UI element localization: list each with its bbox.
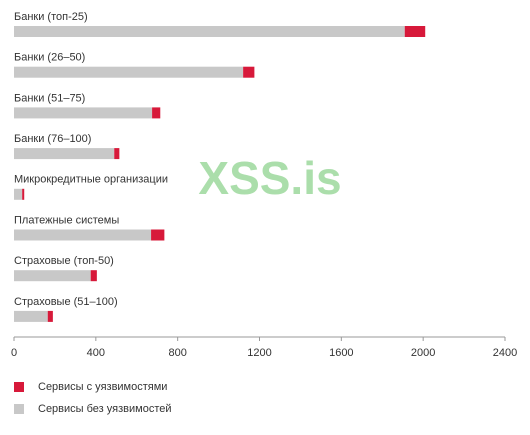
- x-tick-label: 2400: [493, 347, 517, 359]
- bar-segment: [14, 270, 91, 282]
- x-tick-label: 1600: [329, 347, 353, 359]
- category-label: Банки (76–100): [14, 133, 91, 145]
- bar-segment: [14, 148, 115, 160]
- category-label: Банки (26–50): [14, 52, 85, 64]
- bar-segment: [14, 188, 23, 200]
- bar-segment: [404, 26, 426, 37]
- legend-swatch: [14, 404, 24, 414]
- bar-segment: [14, 229, 152, 241]
- x-tick-label: 400: [87, 347, 105, 359]
- x-tick-label: 2000: [411, 347, 435, 359]
- legend-label: Сервисы с уязвимостями: [38, 381, 167, 393]
- watermark: XSS.is: [198, 152, 341, 204]
- bar-segment: [47, 310, 53, 322]
- category-label: Банки (топ-25): [14, 11, 88, 23]
- bar-segment: [14, 26, 405, 37]
- x-tick-label: 0: [11, 347, 17, 359]
- legend-label: Сервисы без уязвимостей: [38, 403, 172, 415]
- bar-segment: [90, 270, 97, 282]
- legend-swatch: [14, 382, 24, 392]
- bar-segment: [243, 66, 255, 78]
- bar-segment: [114, 148, 120, 160]
- category-label: Банки (51–75): [14, 92, 85, 104]
- category-label: Страховые (топ-50): [14, 255, 114, 267]
- category-label: Платежные системы: [14, 214, 119, 226]
- category-label: Страховые (51–100): [14, 296, 118, 308]
- category-label: Микрокредитные организации: [14, 174, 168, 186]
- bar-segment: [22, 188, 25, 200]
- bar-segment: [152, 107, 161, 119]
- bar-segment: [14, 310, 48, 322]
- x-tick-label: 1200: [247, 347, 271, 359]
- bar-segment: [14, 66, 244, 78]
- bar-segment: [151, 229, 165, 241]
- x-tick-label: 800: [168, 347, 186, 359]
- bar-segment: [14, 107, 153, 119]
